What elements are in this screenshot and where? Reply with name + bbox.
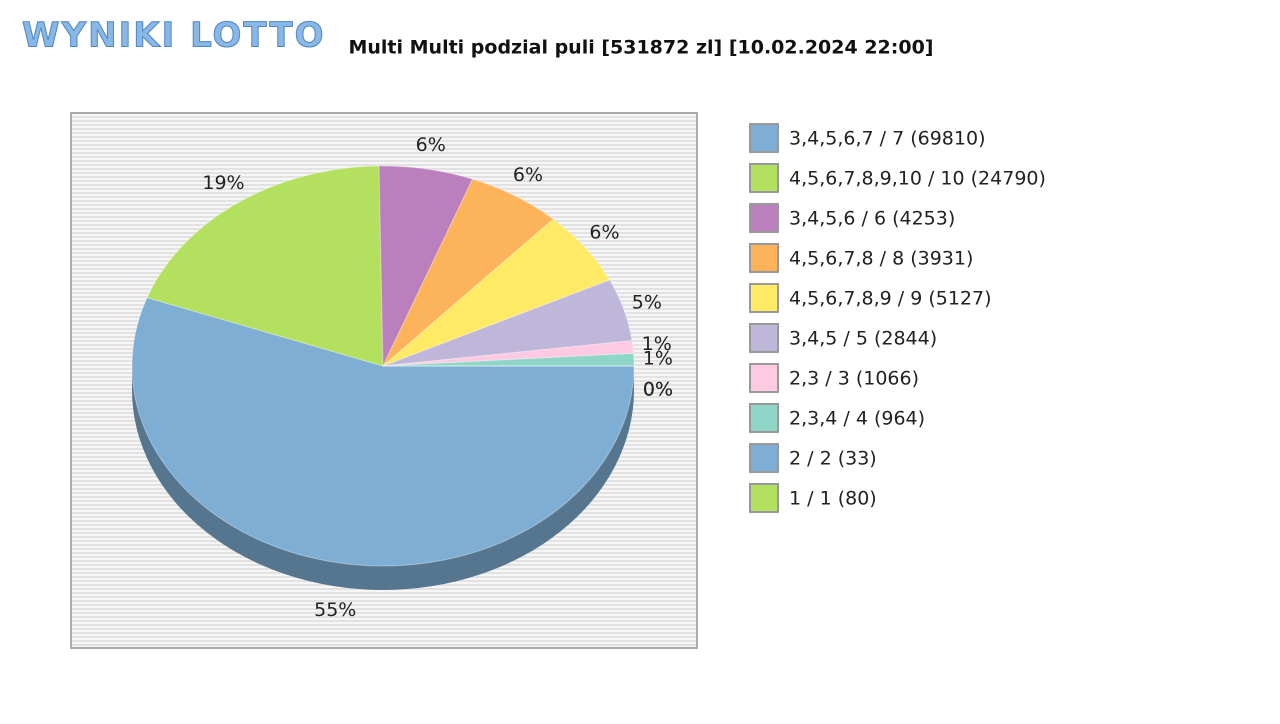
slice-label: 0% [643,379,673,401]
slice-label: 5% [632,291,662,313]
legend-swatch [749,163,779,193]
slice [378,165,474,367]
legend-swatch [749,243,779,273]
legend-label: 2,3,4 / 4 (964) [789,408,925,430]
pie: 55%19%6%6%6%5%1%1%0%0% [131,134,673,621]
legend-label: 4,5,6,7,8,9,10 / 10 (24790) [789,168,1046,190]
slice-label: 19% [202,172,244,194]
slice [146,165,384,367]
legend-label: 4,5,6,7,8,9 / 9 (5127) [789,288,992,310]
legend-label: 3,4,5,6,7 / 7 (69810) [789,128,985,150]
legend-swatch [749,123,779,153]
slice [382,352,635,367]
legend-swatch [749,443,779,473]
slice-label: 1% [643,347,673,369]
slice-label: 6% [513,164,543,186]
slice-label: 1% [642,333,672,355]
slice-label: 6% [589,222,619,244]
slice-label: 55% [314,599,356,621]
legend-label: 3,4,5,6 / 6 (4253) [789,208,955,230]
slice [382,218,611,367]
legend-swatch [749,363,779,393]
legend-swatch [749,283,779,313]
chart-title: Multi Multi podzial puli [531872 zl] [10… [348,37,933,59]
legend-swatch [749,323,779,353]
slice [382,340,635,367]
legend: 3,4,5,6,7 / 7 (69810) 4,5,6,7,8,9,10 / 10… [749,123,1046,513]
legend-label: 1 / 1 (80) [789,488,877,510]
slice-label: 0% [643,379,673,401]
slice [131,296,635,567]
legend-label: 4,5,6,7,8 / 8 (3931) [789,248,973,270]
slice-label: 6% [416,134,446,156]
slice [382,178,555,367]
legend-label: 2,3 / 3 (1066) [789,368,919,390]
legend-label: 2 / 2 (33) [789,448,877,470]
legend-swatch [749,483,779,513]
legend-swatch [749,203,779,233]
legend-swatch [749,403,779,433]
logo: WYNIKI LOTTO [22,16,326,56]
legend-label: 3,4,5 / 5 (2844) [789,328,937,350]
slice [382,279,633,367]
